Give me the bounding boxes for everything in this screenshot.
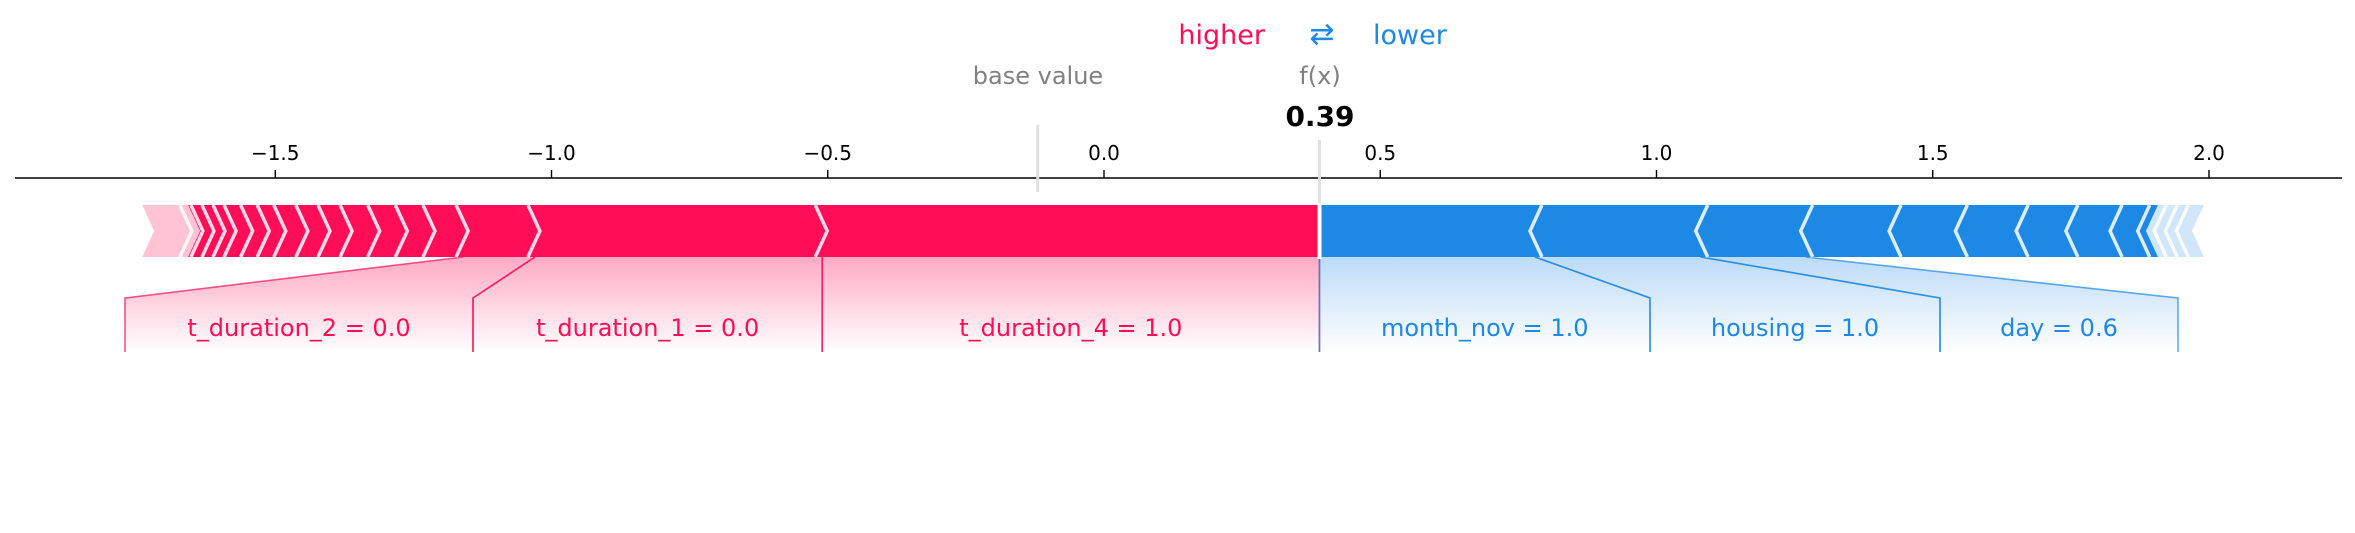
negative-label-region	[1319, 257, 1650, 352]
negative-bar	[1319, 205, 2198, 257]
x-tick-label: 0.0	[1088, 141, 1120, 165]
legend-arrow-icon: ⇄	[1309, 17, 1334, 52]
positive-feature-label: t_duration_4 = 1.0	[959, 314, 1182, 342]
negative-separator	[1528, 204, 1544, 258]
x-tick-label: 1.5	[1917, 141, 1949, 165]
positive-label-connector	[124, 256, 464, 352]
negative-feature-label: housing = 1.0	[1711, 314, 1879, 342]
force-bars: t_duration_4 = 1.0 t_duration_1 = 0.0 t_du…	[124, 203, 2204, 352]
positive-separator	[421, 204, 437, 258]
x-axis: −1.5 −1.0 −0.5 0.0 0.5 1.0 1.5 2.0	[15, 141, 2342, 179]
x-tick-label: −1.5	[251, 141, 300, 165]
negative-separator	[2163, 204, 2179, 258]
positive-separator	[316, 204, 332, 258]
negative-separator	[2014, 204, 2030, 258]
negative-feature-label: day = 0.6	[2000, 314, 2118, 342]
fx-label: f(x)	[1299, 62, 1340, 90]
negative-separator	[2152, 204, 2168, 258]
positive-separator	[211, 204, 227, 258]
positive-separator	[189, 204, 205, 258]
x-tick-label: −1.0	[527, 141, 576, 165]
negative-separator	[2135, 204, 2152, 258]
legend: higher ⇄ lower	[1178, 17, 1447, 52]
positive-separator	[393, 204, 410, 258]
x-tick-label: 0.5	[1364, 141, 1396, 165]
x-tick-label: −0.5	[803, 141, 852, 165]
positive-bar	[148, 205, 1320, 257]
positive-feature-label: t_duration_1 = 0.0	[536, 314, 759, 342]
positive-separator	[200, 204, 216, 258]
positive-separator	[813, 204, 830, 258]
x-tick-label: 2.0	[2193, 141, 2225, 165]
base-value-label: base value	[973, 62, 1103, 90]
x-tick-label: 1.0	[1641, 141, 1673, 165]
negative-label-region	[1700, 257, 2178, 352]
positive-label-region	[125, 257, 535, 352]
positive-separator	[178, 204, 194, 258]
positive-label-region	[822, 257, 1320, 352]
legend-higher-label: higher	[1178, 20, 1265, 51]
negative-separator	[2063, 204, 2080, 258]
negative-separator	[2108, 204, 2124, 258]
legend-lower-label: lower	[1373, 20, 1448, 51]
negative-label-connector	[1534, 256, 1651, 352]
positive-separator	[222, 204, 238, 258]
negative-separator	[1887, 204, 1903, 258]
positive-separator	[338, 204, 355, 258]
negative-separator	[1798, 204, 1815, 258]
positive-feature-label: t_duration_2 = 0.0	[187, 314, 410, 342]
negative-separator	[2174, 204, 2190, 258]
positive-separator	[239, 204, 255, 258]
negative-separator	[1693, 204, 1710, 258]
output-value: 0.39	[1285, 100, 1354, 133]
positive-separator	[294, 204, 310, 258]
negative-separator	[1953, 204, 1969, 258]
positive-separator	[255, 204, 272, 258]
positive-separator	[272, 204, 288, 258]
negative-label-connector	[1805, 256, 2179, 352]
positive-separator	[366, 204, 382, 258]
negative-label-connector	[1700, 256, 1941, 352]
positive-separator	[526, 204, 542, 258]
positive-label-connector	[472, 256, 536, 352]
positive-label-region	[473, 257, 823, 352]
positive-separator	[454, 204, 471, 258]
negative-feature-label: month_nov = 1.0	[1381, 314, 1589, 342]
